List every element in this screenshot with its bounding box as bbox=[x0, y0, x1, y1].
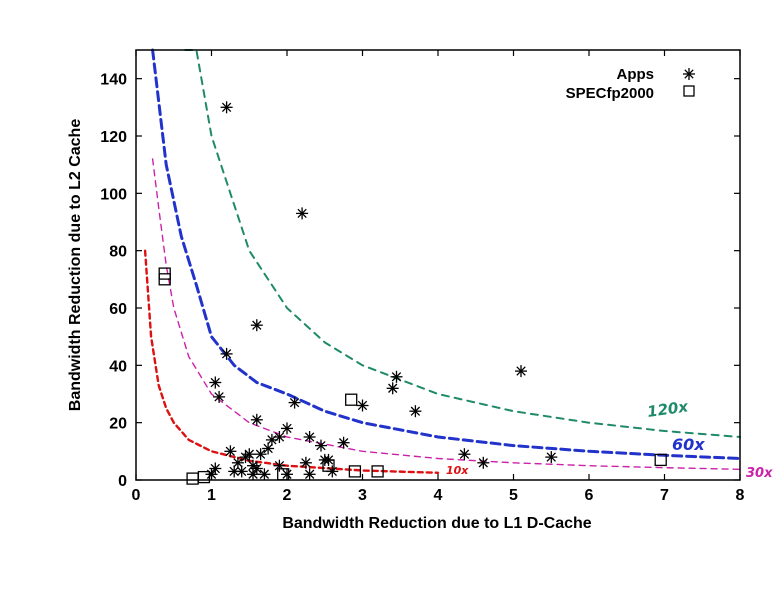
asterisk-point bbox=[250, 319, 263, 332]
legend: Apps SPECfp2000 bbox=[566, 66, 695, 102]
asterisk-point bbox=[337, 436, 350, 449]
y-tick-label: 0 bbox=[118, 473, 127, 490]
legend-asterisk-marker bbox=[683, 68, 695, 80]
y-tick-label: 20 bbox=[109, 416, 127, 433]
square-point bbox=[371, 465, 384, 478]
asterisk-point bbox=[303, 431, 316, 443]
asterisk-point bbox=[273, 431, 286, 443]
x-tick-label: 5 bbox=[509, 487, 518, 504]
curve-120x bbox=[184, 49, 741, 438]
y-tick-label: 40 bbox=[109, 358, 127, 375]
square-point bbox=[158, 273, 171, 286]
x-tick-label: 4 bbox=[434, 487, 443, 504]
x-tick-label: 0 bbox=[132, 487, 141, 504]
asterisk-point bbox=[224, 445, 237, 458]
square-point bbox=[348, 465, 362, 478]
asterisk-point bbox=[209, 376, 222, 389]
asterisk-point bbox=[254, 448, 267, 461]
reduction-curves bbox=[143, 48, 742, 474]
curve-10x bbox=[143, 249, 440, 474]
asterisk-point bbox=[213, 390, 226, 403]
asterisk-point bbox=[220, 347, 233, 360]
asterisk-point bbox=[258, 468, 271, 481]
curve-30x bbox=[151, 158, 741, 470]
square-point bbox=[322, 459, 335, 472]
legend-asterisk bbox=[683, 68, 695, 80]
square-point bbox=[654, 453, 667, 467]
y-tick-label: 140 bbox=[100, 72, 127, 89]
asterisk-point bbox=[315, 439, 327, 452]
curve-label-10x: 10x bbox=[446, 464, 469, 477]
y-tick-label: 60 bbox=[109, 301, 127, 318]
asterisk-point bbox=[296, 207, 309, 220]
y-tick-label: 80 bbox=[109, 244, 127, 261]
curve-60x bbox=[151, 48, 742, 460]
asterisk-point bbox=[299, 456, 312, 469]
y-tick-label: 100 bbox=[100, 186, 127, 203]
legend-label-specfp2000: SPECfp2000 bbox=[566, 85, 654, 102]
asterisk-point bbox=[390, 370, 403, 383]
curve-label-30x: 30x bbox=[746, 466, 773, 481]
asterisk-point bbox=[356, 399, 369, 412]
y-tick-label: 120 bbox=[100, 129, 127, 146]
asterisk-point bbox=[262, 442, 275, 455]
asterisk-point bbox=[231, 456, 244, 469]
square-point bbox=[345, 393, 358, 406]
curve-label-60x: 60x bbox=[672, 435, 705, 454]
asterisk-point bbox=[303, 468, 316, 481]
curve-label-120x: 120x bbox=[646, 397, 690, 421]
x-tick-label: 8 bbox=[736, 487, 745, 504]
asterisk-point bbox=[247, 468, 259, 481]
data-points bbox=[158, 101, 667, 485]
square-point bbox=[197, 470, 211, 484]
x-tick-label: 7 bbox=[660, 487, 669, 504]
x-tick-label: 2 bbox=[283, 487, 292, 504]
asterisk-point bbox=[515, 365, 527, 378]
x-axis-title: Bandwidth Reduction due to L1 D-Cache bbox=[282, 515, 591, 532]
asterisk-point bbox=[386, 382, 399, 395]
x-tick-label: 3 bbox=[358, 487, 367, 504]
square-point bbox=[186, 472, 199, 485]
asterisk-point bbox=[477, 456, 490, 469]
asterisk-point bbox=[239, 451, 252, 464]
asterisk-point bbox=[228, 465, 241, 478]
y-axis-title: Bandwidth Reduction due to L2 Cache bbox=[67, 119, 84, 412]
asterisk-point bbox=[281, 422, 293, 435]
x-tick-label: 6 bbox=[585, 487, 594, 504]
asterisk-point bbox=[458, 448, 471, 461]
x-tick-label: 1 bbox=[207, 487, 216, 504]
asterisk-point bbox=[545, 451, 558, 464]
asterisk-point bbox=[250, 413, 263, 426]
asterisk-point bbox=[288, 396, 301, 409]
asterisk-point bbox=[220, 101, 233, 114]
asterisk-point bbox=[409, 405, 422, 418]
legend-label-apps: Apps bbox=[617, 66, 655, 83]
legend-square-marker bbox=[683, 85, 695, 97]
